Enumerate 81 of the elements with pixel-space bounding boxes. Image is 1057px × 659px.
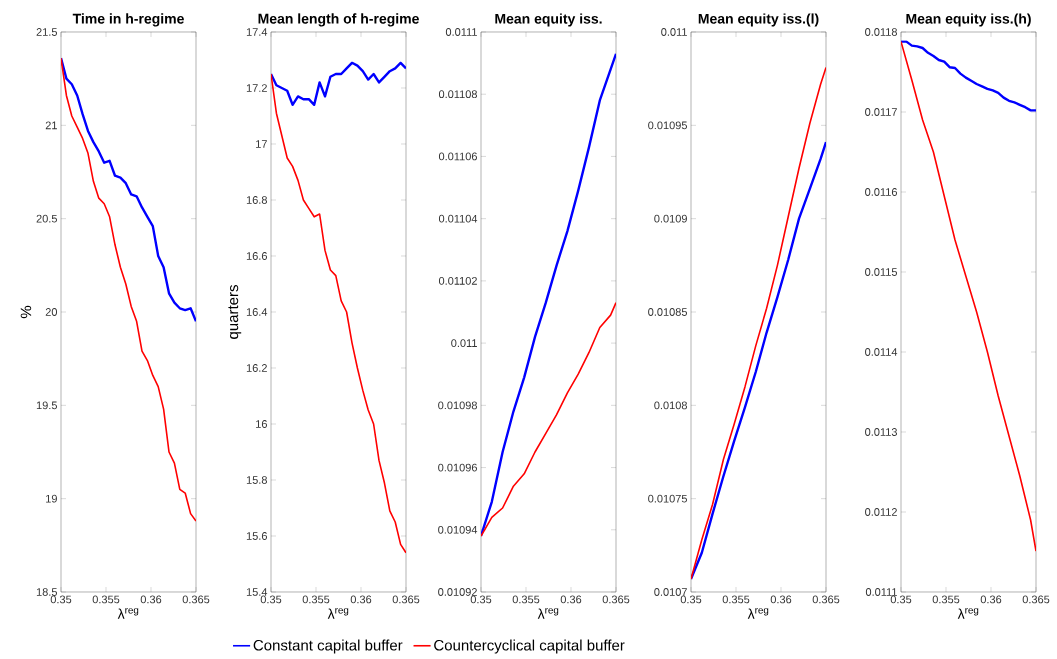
chart-title: Mean equity iss. xyxy=(495,13,602,27)
y-tick-label: 0.0117 xyxy=(865,108,897,116)
y-axis-title: quarters xyxy=(228,285,242,339)
x-tick-label: 0.355 xyxy=(932,595,960,604)
y-tick-label: 0.0111 xyxy=(445,28,477,36)
y-tick-label: 0.01104 xyxy=(438,214,478,223)
y-tick-label: 16.8 xyxy=(246,196,267,204)
y-tick-label: 0.0107 xyxy=(654,588,687,596)
x-tick-label: 0.36 xyxy=(140,595,162,604)
y-tick-label: 15.4 xyxy=(246,588,268,596)
x-tick-label: 0.355 xyxy=(722,595,750,604)
y-tick-label: 0.0112 xyxy=(865,508,897,516)
x-tick-label: 0.365 xyxy=(812,595,840,604)
y-tick-label: 0.0113 xyxy=(865,428,897,436)
line-series xyxy=(901,40,1037,112)
y-tick-label: 0.01106 xyxy=(438,152,477,161)
y-tick-label: 20.5 xyxy=(36,214,57,223)
y-tick-label: 0.011 xyxy=(451,339,477,348)
y-tick-label: 15.6 xyxy=(246,532,267,540)
x-axis-title: λ$^{reg}$ xyxy=(117,608,139,619)
x-axis-title: λ$^{reg}$ xyxy=(327,608,349,619)
y-tick-label: 0.0115 xyxy=(865,268,897,276)
x-tick-label: 0.35 xyxy=(260,595,282,604)
y-tick-label: 17.4 xyxy=(246,28,268,36)
y-tick-label: 19.5 xyxy=(36,401,57,410)
y-tick-label: 21.5 xyxy=(36,28,57,36)
x-tick-label: 0.35 xyxy=(470,595,492,604)
y-tick-label: 16.6 xyxy=(246,252,267,260)
x-tick-label: 0.36 xyxy=(980,595,1002,604)
y-tick-label: 16.2 xyxy=(246,364,267,372)
y-tick-label: 0.01102 xyxy=(438,277,477,285)
y-tick-label: 0.01075 xyxy=(648,494,687,503)
y-tick-label: 0.01092 xyxy=(438,588,477,596)
y-tick-label: 0.0111 xyxy=(865,588,897,596)
y-tick-label: 0.0109 xyxy=(654,214,687,223)
chart-title: Mean equity iss.(l) xyxy=(698,13,819,27)
y-tick-label: 16 xyxy=(256,420,267,428)
line-series xyxy=(481,301,617,537)
x-axis-title: λ$^{reg}$ xyxy=(747,608,769,619)
y-tick-label: 21 xyxy=(45,121,57,130)
y-tick-label: 0.01096 xyxy=(438,463,477,472)
legend-label: Constant capital buffer xyxy=(253,639,403,654)
x-tick-label: 0.36 xyxy=(770,595,792,604)
x-tick-label: 0.355 xyxy=(512,595,540,604)
x-tick-label: 0.365 xyxy=(182,595,210,604)
x-tick-label: 0.35 xyxy=(890,595,912,604)
y-tick-label: 18.5 xyxy=(36,588,57,596)
y-tick-label: 0.01094 xyxy=(438,525,478,534)
x-tick-label: 0.355 xyxy=(92,595,120,604)
y-tick-label: 19 xyxy=(46,494,57,503)
y-tick-label: 0.01095 xyxy=(648,121,687,130)
y-tick-label: 17 xyxy=(256,140,267,148)
x-tick-label: 0.365 xyxy=(392,595,420,604)
y-tick-label: 0.01085 xyxy=(648,308,687,316)
chart-title: Time in h-regime xyxy=(72,13,184,27)
y-tick-label: 0.01098 xyxy=(438,401,477,410)
y-tick-label: 0.0114 xyxy=(865,348,898,356)
y-tick-label: 20 xyxy=(45,308,58,316)
y-tick-label: 16.4 xyxy=(246,308,268,316)
chart-title: Mean equity iss.(h) xyxy=(906,13,1031,27)
y-tick-label: 0.01108 xyxy=(438,90,477,99)
chart-title: Mean length of h-regime xyxy=(258,13,419,27)
line-series xyxy=(61,56,196,323)
line-series xyxy=(61,57,196,522)
y-axis-title: % xyxy=(20,305,32,319)
x-tick-label: 0.365 xyxy=(1022,595,1050,604)
x-tick-label: 0.355 xyxy=(302,595,330,604)
x-tick-label: 0.36 xyxy=(560,595,582,604)
y-tick-label: 15.8 xyxy=(246,476,267,484)
y-tick-label: 0.0118 xyxy=(865,28,897,36)
x-axis-title: λ$^{reg}$ xyxy=(957,608,979,619)
y-tick-label: 0.0116 xyxy=(865,188,897,196)
y-tick-label: 0.0108 xyxy=(654,401,687,410)
x-tick-label: 0.365 xyxy=(602,595,630,604)
x-tick-label: 0.36 xyxy=(350,595,372,604)
x-axis-title: λ$^{reg}$ xyxy=(537,608,559,619)
y-tick-label: 0.011 xyxy=(661,28,687,36)
y-tick-label: 17.2 xyxy=(246,84,267,92)
x-tick-label: 0.35 xyxy=(50,595,72,604)
legend-label: Countercyclical capital buffer xyxy=(434,639,625,654)
x-tick-label: 0.35 xyxy=(680,595,702,604)
